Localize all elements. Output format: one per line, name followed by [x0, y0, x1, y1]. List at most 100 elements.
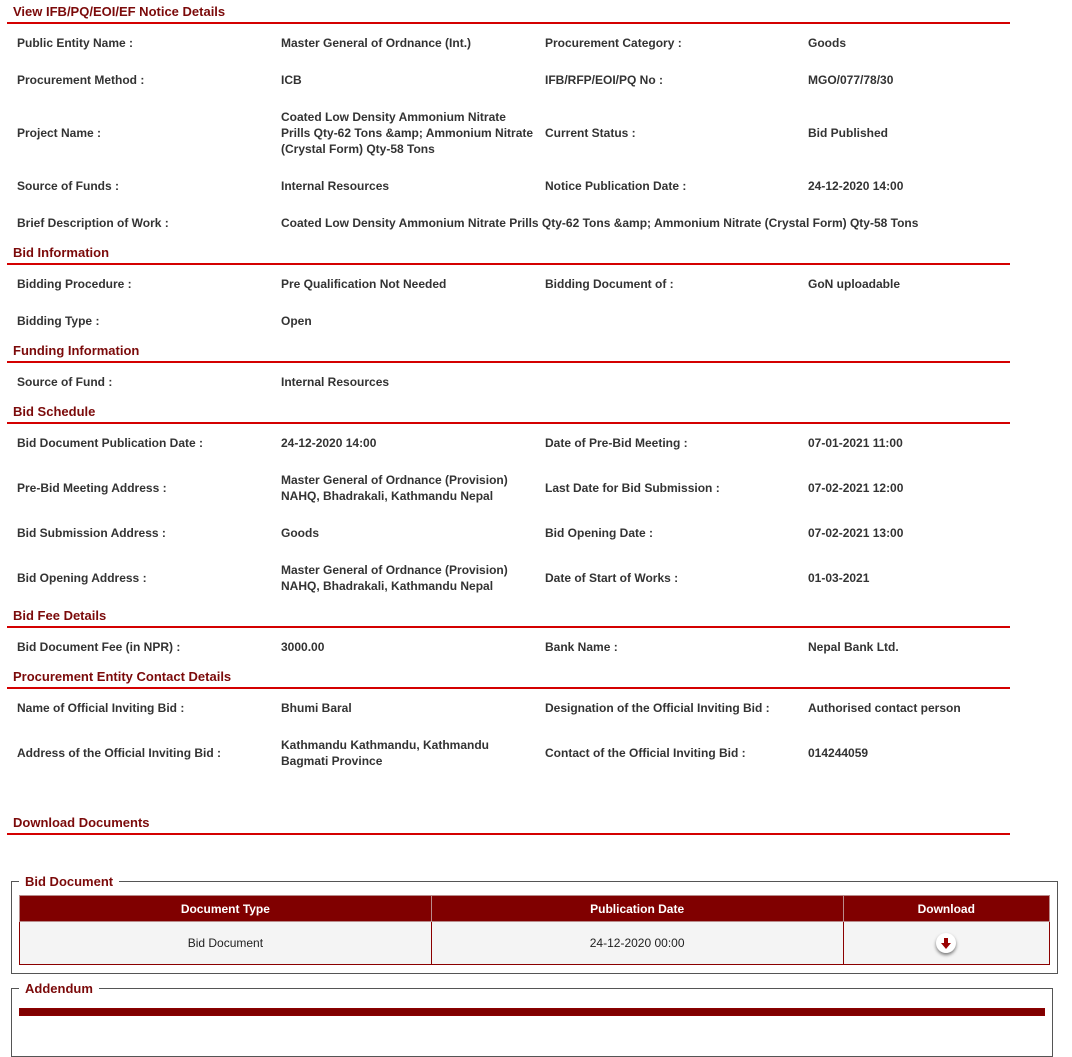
field-value: GoN uploadable: [808, 276, 901, 291]
field-label: Name of Official Inviting Bid :: [17, 700, 185, 715]
detail-row: Source of Fund : Internal Resources: [7, 363, 1010, 400]
download-icon[interactable]: [936, 933, 957, 953]
field-value: Open: [281, 313, 312, 328]
details-table: Public Entity Name : Master General of Or…: [7, 24, 1010, 241]
field-value: 3000.00: [281, 639, 325, 654]
details-table: Source of Fund : Internal Resources: [7, 363, 1010, 400]
column-header: Publication Date: [430, 895, 844, 922]
field-value: Authorised contact person: [808, 700, 961, 715]
detail-row: Project Name : Coated Low Density Ammoniu…: [7, 98, 1010, 167]
field-value: Master General of Ordnance (Int.): [281, 35, 472, 50]
detail-row: Bid Document Fee (in NPR) : 3000.00 Bank N…: [7, 628, 1010, 665]
details-table: Bidding Procedure : Pre Qualification Not…: [7, 265, 1010, 339]
field-value: Internal Resources: [281, 374, 390, 389]
table-row: Bid Document 24-12-2020 00:00: [19, 921, 1051, 965]
field-label: Pre-Bid Meeting Address :: [17, 480, 167, 495]
field-label: Project Name :: [17, 125, 102, 140]
document-type: Bid Document: [19, 921, 432, 965]
detail-row: Bidding Type : Open: [7, 302, 1010, 339]
field-label: Bid Opening Address :: [17, 570, 147, 585]
field-value: 07-02-2021 13:00: [808, 525, 904, 540]
bid-document-fieldset: Bid Document Document Type Publication Dat…: [11, 874, 1058, 974]
section-heading: Bid Fee Details: [7, 604, 1010, 628]
field-label: Bidding Procedure :: [17, 276, 132, 291]
field-label: Bank Name :: [545, 639, 618, 654]
details-table: Bid Document Publication Date : 24-12-202…: [7, 424, 1010, 604]
detail-row: Bid Document Publication Date : 24-12-202…: [7, 424, 1010, 461]
detail-row: Address of the Official Inviting Bid : Ka…: [7, 726, 1010, 779]
detail-row: Brief Description of Work : Coated Low De…: [7, 204, 1010, 241]
field-value: ICB: [281, 72, 302, 87]
addendum-fieldset: Addendum: [11, 981, 1053, 1057]
field-label: Notice Publication Date :: [545, 178, 687, 193]
field-value: [798, 363, 1010, 400]
field-value: 014244059: [808, 745, 869, 760]
field-label: [535, 302, 798, 339]
field-value: Nepal Bank Ltd.: [808, 639, 899, 654]
field-label: Bid Document Fee (in NPR) :: [17, 639, 181, 654]
field-value: Internal Resources: [281, 178, 390, 193]
field-value: MGO/077/78/30: [808, 72, 894, 87]
field-label: Procurement Category :: [545, 35, 682, 50]
field-label: Bid Submission Address :: [17, 525, 166, 540]
notice-details: View IFB/PQ/EOI/EF Notice Details Public …: [7, 0, 1010, 835]
field-label: Bidding Document of :: [545, 276, 674, 291]
section-heading: Download Documents: [7, 811, 1010, 835]
field-label: Procurement Method :: [17, 72, 145, 87]
field-label: Contact of the Official Inviting Bid :: [545, 745, 746, 760]
field-value: [798, 302, 1010, 339]
field-value: Master General of Ordnance (Provision) N…: [281, 472, 508, 503]
detail-row: Bid Opening Address : Master General of O…: [7, 551, 1010, 604]
detail-row: Public Entity Name : Master General of Or…: [7, 24, 1010, 61]
field-value: 01-03-2021: [808, 570, 870, 585]
field-label: Date of Start of Works :: [545, 570, 679, 585]
addendum-legend: Addendum: [25, 981, 93, 996]
detail-row: Source of Funds : Internal Resources Notic…: [7, 167, 1010, 204]
detail-row: Bid Submission Address : Goods Bid Opening…: [7, 514, 1010, 551]
field-value: Coated Low Density Ammonium Nitrate Pril…: [281, 109, 534, 156]
section-heading: View IFB/PQ/EOI/EF Notice Details: [7, 0, 1010, 24]
field-label: IFB/RFP/EOI/PQ No :: [545, 72, 664, 87]
field-value: Bid Published: [808, 125, 889, 140]
field-label: Designation of the Official Inviting Bid…: [545, 700, 770, 715]
publication-date: 24-12-2020 00:00: [430, 921, 844, 965]
column-header: Download: [842, 895, 1051, 922]
detail-row: Procurement Method : ICB IFB/RFP/EOI/PQ No…: [7, 61, 1010, 98]
column-header: Document Type: [19, 895, 432, 922]
field-label: Address of the Official Inviting Bid :: [17, 745, 222, 760]
field-label: Current Status :: [545, 125, 636, 140]
field-label: Date of Pre-Bid Meeting :: [545, 435, 688, 450]
field-label: Bidding Type :: [17, 313, 100, 328]
bid-document-table: Document Type Publication Date Download Bid…: [19, 895, 1051, 965]
bid-document-legend: Bid Document: [25, 874, 114, 889]
field-value: 07-01-2021 11:00: [808, 435, 903, 450]
field-label: Public Entity Name :: [17, 35, 134, 50]
section-heading: Procurement Entity Contact Details: [7, 665, 1010, 689]
field-value: 07-02-2021 12:00: [808, 480, 904, 495]
field-label: Source of Funds :: [17, 178, 119, 193]
download-cell: [842, 921, 1051, 965]
details-table: Bid Document Fee (in NPR) : 3000.00 Bank N…: [7, 628, 1010, 665]
field-label: Brief Description of Work :: [17, 215, 169, 230]
details-table: Name of Official Inviting Bid : Bhumi Bar…: [7, 689, 1010, 779]
section-heading: Funding Information: [7, 339, 1010, 363]
field-label: Last Date for Bid Submission :: [545, 480, 720, 495]
field-value: Master General of Ordnance (Provision) N…: [281, 562, 508, 593]
field-label: Bid Opening Date :: [545, 525, 653, 540]
detail-row: Pre-Bid Meeting Address : Master General …: [7, 461, 1010, 514]
field-label: [535, 363, 798, 400]
field-label: Source of Fund :: [17, 374, 113, 389]
field-value: Kathmandu Kathmandu, Kathmandu Bagmati P…: [281, 737, 490, 768]
field-label: Bid Document Publication Date :: [17, 435, 204, 450]
detail-row: Bidding Procedure : Pre Qualification Not…: [7, 265, 1010, 302]
field-value: Coated Low Density Ammonium Nitrate Pril…: [281, 215, 919, 230]
field-value: Goods: [808, 35, 846, 50]
field-value: Pre Qualification Not Needed: [281, 276, 447, 291]
section-heading: Bid Information: [7, 241, 1010, 265]
section-heading: Bid Schedule: [7, 400, 1010, 424]
field-value: 24-12-2020 14:00: [281, 435, 377, 450]
field-value: 24-12-2020 14:00: [808, 178, 904, 193]
detail-row: Name of Official Inviting Bid : Bhumi Bar…: [7, 689, 1010, 726]
field-value: Bhumi Baral: [281, 700, 352, 715]
field-value: Goods: [281, 525, 319, 540]
